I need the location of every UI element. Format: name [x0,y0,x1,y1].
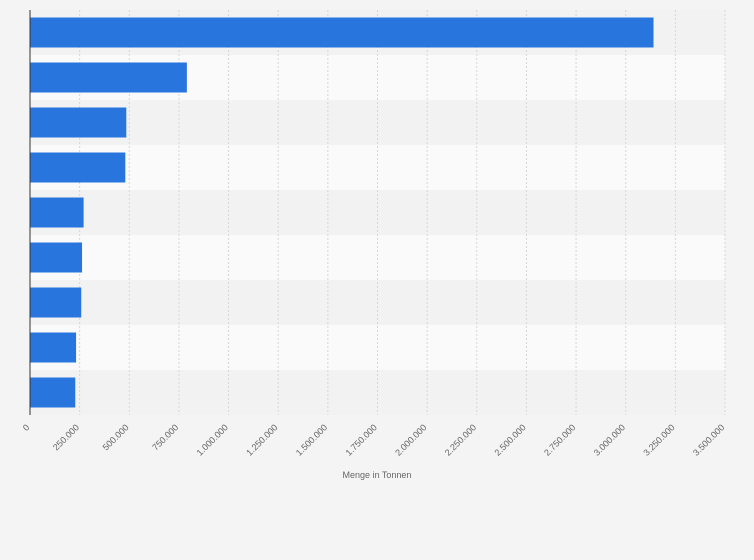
gridlines [79,10,726,415]
x-tick-labels: 0 250.000 500.000 750.000 1.000.000 1.250.000… [21,422,727,457]
x-tick-label: 1.000.000 [195,422,230,457]
bars [30,17,654,408]
x-tick-label: 1.500.000 [294,422,329,457]
x-tick-label: 3.500.000 [691,422,726,457]
x-tick-label: 2.000.000 [393,422,428,457]
bar [30,377,76,408]
x-tick-label: 2.500.000 [492,422,527,457]
bar [30,242,83,273]
bar [30,152,126,183]
x-tick-label: 1.250.000 [244,422,279,457]
x-tick-label: 500.000 [101,422,131,452]
x-tick-label: 1.750.000 [344,422,379,457]
x-tick-label: 0 [21,422,32,433]
x-tick-label: 2.250.000 [443,422,478,457]
bar [30,197,84,228]
row-band [30,235,725,280]
bar [30,107,127,138]
bar [30,62,187,93]
x-tick-label: 3.250.000 [641,422,676,457]
x-tick-label: 2.750.000 [542,422,577,457]
x-axis-title: Menge in Tonnen [343,470,412,480]
bar [30,332,77,363]
x-tick-label: 750.000 [150,422,180,452]
bar [30,17,654,48]
row-band [30,370,725,415]
x-tick-label: 250.000 [51,422,81,452]
row-band [30,190,725,235]
bar [30,287,82,318]
x-tick-label: 3.000.000 [592,422,627,457]
